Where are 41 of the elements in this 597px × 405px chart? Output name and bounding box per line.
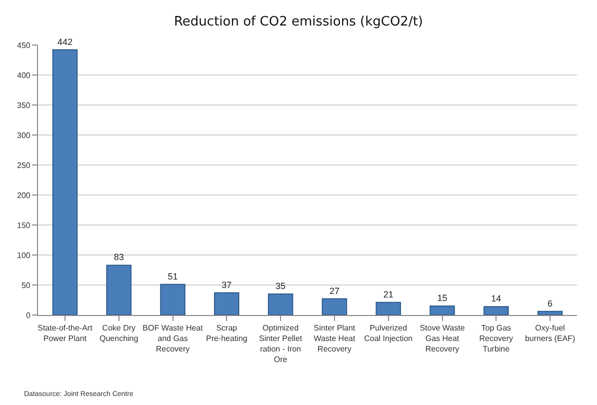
bar bbox=[430, 306, 455, 315]
data-label: 51 bbox=[168, 271, 178, 282]
x-tick-label: Coke Dry Quenching bbox=[100, 324, 138, 343]
x-tick-label: Pulverized Coal Injection bbox=[364, 324, 413, 343]
bar bbox=[376, 302, 401, 315]
bar bbox=[322, 298, 348, 315]
x-tick-label: Sinter Plant Waste Heat Recovery bbox=[314, 324, 356, 354]
bar bbox=[160, 284, 186, 315]
x-tick-label: Scrap Pre-heating bbox=[206, 324, 248, 343]
y-tick-label: 100 bbox=[17, 250, 31, 260]
data-label: 37 bbox=[222, 280, 232, 290]
y-tick-label: 150 bbox=[17, 220, 31, 230]
bar bbox=[537, 310, 563, 315]
data-label: 15 bbox=[437, 293, 448, 303]
x-tick-label: Optimized Sinter Pellet ration - Iron Ore bbox=[258, 324, 303, 364]
x-tick-label: BOF Waste Heat and Gas Recovery bbox=[142, 324, 204, 354]
x-tick-label: Top Gas Recovery Turbine bbox=[479, 324, 514, 354]
chart-title: Reduction of CO2 emissions (kgCO2/t) bbox=[174, 14, 424, 30]
y-tick-label: 300 bbox=[17, 130, 31, 140]
y-tick-label: 400 bbox=[17, 70, 31, 80]
data-label: 21 bbox=[383, 289, 394, 300]
data-label: 35 bbox=[276, 281, 286, 291]
data-label: 83 bbox=[114, 252, 124, 262]
y-tick-label: 250 bbox=[17, 160, 31, 170]
bar bbox=[106, 264, 132, 315]
x-tick-label: Oxy-fuel burners (EAF) bbox=[524, 324, 576, 343]
x-tick-label: State-of-the-Art Power Plant bbox=[38, 324, 94, 343]
y-tick-label: 200 bbox=[17, 190, 31, 200]
data-label: 442 bbox=[57, 36, 72, 47]
bar bbox=[484, 306, 509, 315]
y-tick-label: 450 bbox=[17, 40, 31, 50]
bar bbox=[268, 294, 294, 315]
bar bbox=[214, 292, 240, 315]
data-label: 14 bbox=[491, 294, 502, 304]
y-tick-label: 50 bbox=[21, 280, 31, 290]
data-label: 27 bbox=[329, 286, 340, 296]
x-tick-label: Stove Waste Gas Heat Recovery bbox=[420, 324, 466, 354]
y-tick-label: 350 bbox=[17, 100, 31, 110]
data-label: 6 bbox=[548, 298, 553, 308]
y-tick-label: 0 bbox=[26, 310, 31, 320]
bar bbox=[52, 49, 78, 315]
